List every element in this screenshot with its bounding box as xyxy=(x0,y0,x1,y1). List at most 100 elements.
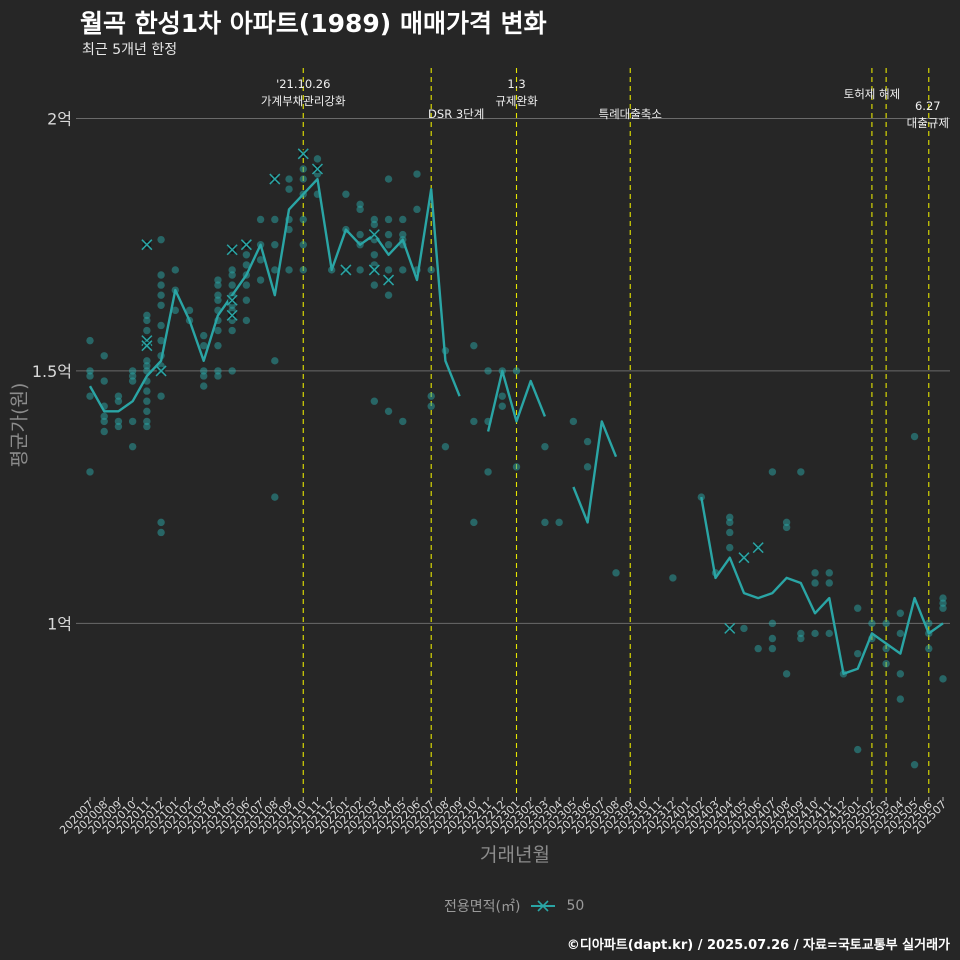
transaction-point xyxy=(726,518,734,527)
transaction-point xyxy=(86,372,94,380)
transaction-point xyxy=(910,432,919,441)
transaction-point xyxy=(228,367,236,375)
event-label: 6.27 xyxy=(915,99,941,113)
transaction-point xyxy=(157,301,165,309)
y-tick-label: 1억 xyxy=(47,614,72,633)
transaction-point xyxy=(342,190,350,198)
transaction-point xyxy=(384,266,393,274)
transaction-point xyxy=(896,695,905,703)
transaction-point xyxy=(143,407,151,416)
transaction-point xyxy=(569,417,578,426)
transaction-point xyxy=(896,629,905,638)
transaction-point xyxy=(896,609,905,617)
transaction-point xyxy=(896,670,905,678)
transaction-point xyxy=(356,230,364,239)
transaction-point xyxy=(782,670,791,678)
transaction-point xyxy=(86,392,94,400)
transaction-point xyxy=(910,761,919,769)
transaction-point xyxy=(157,281,165,289)
event-label: 규제완화 xyxy=(495,94,538,108)
highlight-x-marker xyxy=(141,239,153,251)
transaction-point xyxy=(427,266,435,274)
highlight-x-marker xyxy=(368,229,380,241)
transaction-point xyxy=(271,241,279,249)
transaction-point xyxy=(782,523,791,532)
transaction-point xyxy=(157,336,165,345)
transaction-point xyxy=(726,543,734,552)
transaction-point xyxy=(356,205,364,214)
transaction-point xyxy=(214,341,222,350)
mean-price-line xyxy=(88,177,461,413)
highlight-x-marker xyxy=(368,264,380,276)
highlight-x-marker xyxy=(141,340,153,352)
transaction-point xyxy=(285,266,293,274)
transaction-point xyxy=(143,326,151,335)
transaction-point xyxy=(157,528,165,537)
transaction-point xyxy=(583,463,592,471)
transaction-point xyxy=(427,402,435,410)
transaction-point xyxy=(256,256,265,264)
transaction-point xyxy=(114,422,123,431)
highlight-x-marker xyxy=(226,294,238,306)
transaction-point xyxy=(157,235,165,244)
y-axis-label: 평균가(원) xyxy=(8,382,31,468)
transaction-point xyxy=(612,569,620,577)
transaction-point xyxy=(86,468,94,476)
chart-subtitle: 최근 5개년 한정 xyxy=(82,42,178,58)
transaction-point xyxy=(242,261,251,269)
highlight-x-marker xyxy=(340,264,352,276)
highlight-x-marker xyxy=(297,148,309,160)
transaction-point xyxy=(200,341,208,350)
highlight-x-marker xyxy=(226,244,238,256)
legend: 전용면적(㎡) 50 xyxy=(444,896,584,916)
transaction-point xyxy=(242,251,251,259)
transaction-point xyxy=(157,392,165,400)
transaction-point xyxy=(768,634,777,643)
transaction-point xyxy=(811,579,819,587)
transaction-point xyxy=(128,417,137,426)
transaction-point xyxy=(925,644,933,653)
y-tick-label: 2억 xyxy=(47,109,72,128)
transaction-point xyxy=(669,574,677,582)
event-label: 토허제 해제 xyxy=(844,87,901,101)
transaction-point xyxy=(768,644,777,653)
transaction-point xyxy=(256,276,265,284)
transaction-point xyxy=(384,215,393,224)
transaction-point xyxy=(214,296,222,304)
transaction-point xyxy=(512,367,521,375)
transaction-point xyxy=(313,155,322,163)
transaction-point xyxy=(143,397,151,405)
transaction-point xyxy=(498,402,506,410)
event-label: DSR 3단계 xyxy=(428,107,484,121)
transaction-point xyxy=(854,745,862,754)
transaction-point xyxy=(171,266,179,274)
transaction-point xyxy=(271,493,279,501)
highlight-x-marker xyxy=(752,542,764,554)
transaction-point xyxy=(797,468,805,476)
transaction-point xyxy=(470,518,478,527)
transaction-point xyxy=(797,634,805,643)
transaction-point xyxy=(399,417,407,426)
transaction-point xyxy=(157,271,165,279)
source-caption: ©디아파트(dapt.kr) / 2025.07.26 / 자료=국토교통부 실… xyxy=(566,938,950,953)
event-label: 특례대출축소 xyxy=(598,107,661,121)
transaction-point xyxy=(740,624,748,633)
transaction-point xyxy=(811,629,819,638)
transaction-point xyxy=(114,397,123,405)
transaction-point xyxy=(157,291,165,299)
y-tick-label: 1.5억 xyxy=(32,362,72,381)
transaction-point xyxy=(285,175,293,183)
event-label: 가계부채관리강화 xyxy=(261,94,346,108)
transaction-point xyxy=(484,468,492,476)
transaction-point xyxy=(413,205,421,214)
highlight-x-marker xyxy=(738,552,750,564)
transaction-point xyxy=(271,266,279,274)
transaction-point xyxy=(228,271,236,279)
legend-item-label: 50 xyxy=(566,898,585,914)
transaction-point xyxy=(157,518,165,527)
transaction-point xyxy=(470,341,478,350)
highlight-x-marker xyxy=(724,622,736,634)
transaction-point xyxy=(242,316,251,325)
transaction-point xyxy=(384,175,393,183)
